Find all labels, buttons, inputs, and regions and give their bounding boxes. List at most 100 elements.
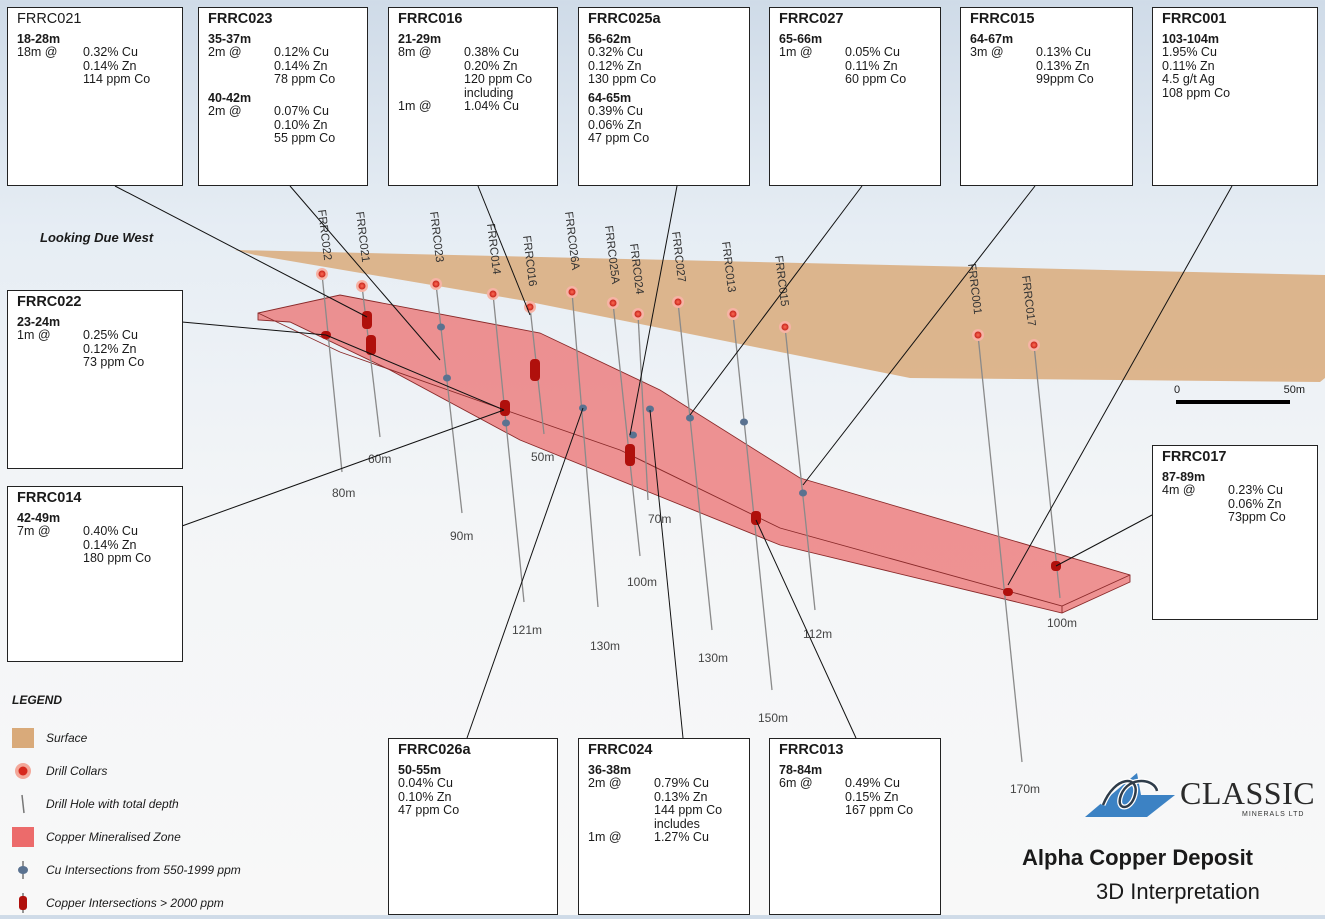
- assay-row: 4m @ 0.23% Cu 0.06% Zn 73ppm Co: [1162, 483, 1308, 525]
- cu-low-intersection-icon: [12, 859, 34, 881]
- logo-brand-sub: MINERALS LTD: [1242, 811, 1305, 818]
- deposit-title: Alpha Copper Deposit: [1022, 845, 1254, 870]
- callout-title: FRRC021: [17, 11, 82, 27]
- callout-frrc014: FRRC014 42-49m 7m @ 0.40% Cu 0.14% Zn 180 ppm…: [7, 486, 183, 662]
- cu-low-intersection: [799, 489, 807, 497]
- assay-value: 0.13% Zn: [654, 789, 708, 804]
- callout-frrc015: FRRC015 64-67m 3m @ 0.13% Cu 0.13% Zn 99ppm C…: [960, 7, 1133, 186]
- drill-collar: [568, 288, 576, 296]
- legend-label: Cu Intersections from 550-1999 ppm: [46, 862, 241, 877]
- assay-value: 0.38% Cu: [464, 45, 519, 59]
- interval-range: 35-37m: [208, 31, 252, 46]
- callout-title: FRRC016: [398, 11, 463, 27]
- assay-value: 0.10% Zn: [398, 789, 452, 804]
- assay-value: 0.12% Zn: [83, 341, 137, 356]
- leader-lines: [114, 185, 1233, 739]
- interval-range: 56-62m: [588, 31, 632, 46]
- cu-high-intersection-icon: [12, 892, 34, 914]
- cu-high-intersection: [625, 444, 635, 466]
- drill-collar: [489, 290, 497, 298]
- assay-value: 0.12% Cu: [274, 45, 329, 59]
- assay-value: 0.15% Zn: [845, 789, 899, 804]
- callout-frrc001: FRRC001 103-104m 1.95% Cu 0.11% Zn 4.5 g/t A…: [1152, 7, 1318, 186]
- assay-row: 3m @ 0.13% Cu 0.13% Zn 99ppm Co: [970, 45, 1123, 87]
- assay-value: 47 ppm Co: [398, 803, 460, 817]
- interval-length: 2m @: [208, 45, 242, 59]
- callout-frrc025a: FRRC025a 56-62m 0.32% Cu 0.12% Zn 130 ppm Co…: [578, 7, 750, 186]
- callout-frrc022: FRRC022 23-24m 1m @ 0.25% Cu 0.12% Zn 73 ppm …: [7, 290, 183, 469]
- drill-hole: [571, 291, 599, 608]
- cu-high-intersection: [362, 311, 372, 329]
- logo-brand: CLASSIC: [1180, 775, 1316, 811]
- assay-value: 0.05% Cu: [845, 45, 900, 59]
- leader-line: [689, 185, 863, 416]
- legend-label: Surface: [46, 730, 88, 745]
- drill-hole: [492, 293, 525, 603]
- drill-collar: [729, 310, 737, 318]
- leader-line: [289, 185, 441, 361]
- view-direction-label: Looking Due West: [40, 230, 154, 245]
- assay-row: 1m @ 1.04% Cu: [398, 99, 548, 114]
- callout-frrc027: FRRC027 65-66m 1m @ 0.05% Cu 0.11% Zn 60 ppm …: [769, 7, 941, 186]
- assay-row: 8m @ 0.38% Cu 0.20% Zn 120 ppm Co including: [398, 45, 548, 100]
- drill-hole-depth: 170m: [1010, 782, 1040, 796]
- callout-title: FRRC014: [17, 490, 82, 506]
- company-logo: CLASSIC MINERALS LTD: [1085, 765, 1315, 820]
- assay-value: 0.11% Zn: [1162, 58, 1215, 73]
- drill-hole-depth: 121m: [512, 623, 542, 637]
- leader-line: [477, 185, 531, 316]
- assay-value: 0.13% Cu: [1036, 45, 1091, 59]
- legend-item: Drill Collars: [12, 754, 241, 787]
- interval-length: 1m @: [398, 99, 432, 113]
- assay-value: 0.39% Cu: [588, 104, 643, 118]
- cu-low-intersection: [686, 414, 694, 422]
- scale-line: [1176, 400, 1290, 404]
- legend-title: LEGEND: [12, 693, 63, 707]
- callout-frrc013: FRRC013 78-84m 6m @ 0.49% Cu 0.15% Zn 167 ppm…: [769, 738, 941, 915]
- assay-value: 0.12% Zn: [588, 58, 642, 73]
- interval-length: 4m @: [1162, 483, 1196, 497]
- drill-hole: [612, 302, 641, 557]
- assay-value: 0.14% Zn: [274, 58, 328, 73]
- legend-item: Copper Intersections > 2000 ppm: [12, 886, 241, 919]
- callout-frrc017: FRRC017 87-89m 4m @ 0.23% Cu 0.06% Zn 73ppm C…: [1152, 445, 1318, 620]
- leader-line: [466, 407, 584, 739]
- assay-value: 0.32% Cu: [83, 45, 138, 59]
- assay-value: 0.04% Cu: [398, 776, 453, 790]
- drill-hole: [784, 326, 816, 611]
- legend-label: Copper Intersections > 2000 ppm: [46, 895, 224, 910]
- drill-hole: [435, 283, 463, 514]
- callout-frrc023: FRRC023 35-37m 2m @0.12% Cu 0.14% Zn 78 ppm …: [198, 7, 368, 186]
- interval-length: 8m @: [398, 45, 432, 59]
- interval-length: 6m @: [779, 776, 813, 790]
- interval-range: 64-67m: [970, 31, 1014, 46]
- drill-collar: [432, 280, 440, 288]
- scale-start-label: 0: [1174, 384, 1181, 396]
- assay-row: 18m @ 0.32% Cu 0.14% Zn 114 ppm Co: [17, 45, 173, 87]
- drill-collar: [358, 282, 366, 290]
- cu-high-intersection: [366, 335, 376, 355]
- assay-value: 0.25% Cu: [83, 328, 138, 342]
- legend-item: Drill Hole with total depth: [12, 787, 241, 820]
- logo-mark-icon: [1085, 773, 1175, 817]
- drill-collar: [781, 323, 789, 331]
- drill-hole-depth: 90m: [450, 529, 473, 543]
- legend-item: Surface: [12, 721, 241, 754]
- cu-high-intersection: [751, 511, 761, 525]
- assay-value: 114 ppm Co: [83, 72, 151, 86]
- drill-hole-depth: 100m: [627, 575, 657, 589]
- drill-hole-depth: 70m: [648, 512, 671, 526]
- interval-length: 18m @: [17, 45, 58, 59]
- assay-value: 0.07% Cu: [274, 104, 329, 118]
- assay-value: 0.06% Zn: [588, 117, 642, 132]
- assay-value: 0.10% Zn: [274, 117, 328, 132]
- assay-value: 1.95% Cu: [1162, 45, 1217, 59]
- drill-collar-icon: [12, 760, 34, 782]
- leader-line: [1007, 185, 1233, 586]
- assay-value: 0.23% Cu: [1228, 483, 1283, 497]
- assay-value: 130 ppm Co: [588, 72, 657, 86]
- assay-value: 78 ppm Co: [274, 72, 336, 86]
- drill-hole: [637, 313, 649, 501]
- assay-value: 108 ppm Co: [1162, 85, 1231, 100]
- assay-value: 99ppm Co: [1036, 72, 1094, 86]
